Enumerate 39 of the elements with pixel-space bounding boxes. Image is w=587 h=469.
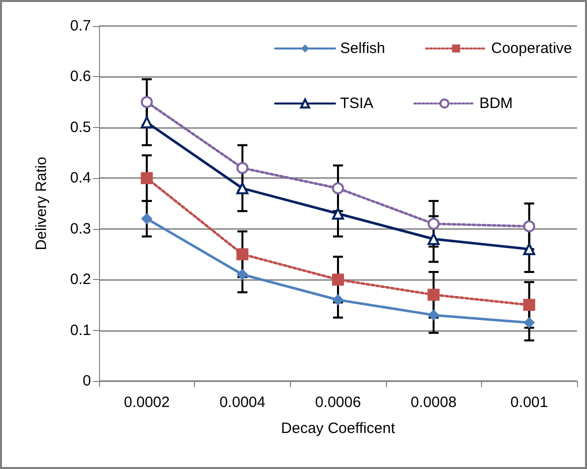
point (524, 317, 535, 328)
point (332, 294, 344, 306)
point (428, 288, 440, 301)
x-axis-title: Decay Coefficent (281, 420, 396, 437)
x-tick-label: 0.001 (510, 394, 548, 411)
point (428, 218, 440, 230)
point (140, 116, 153, 128)
x-tick-label: 0.0008 (410, 394, 457, 411)
y-tick-label: 0.6 (70, 68, 91, 86)
x-tick-label: 0.0002 (124, 394, 170, 411)
y-tick-label: 0.1 (70, 322, 91, 339)
y-tick-label: 0.7 (70, 18, 91, 34)
point (428, 310, 440, 321)
y-axis-title: Delivery Ratio (33, 156, 50, 250)
x-tick-label: 0.0004 (219, 394, 266, 411)
y-tick-label: 0 (82, 372, 91, 390)
point (332, 274, 344, 286)
legend-label: Selfish (340, 40, 386, 57)
y-tick-label: 0.4 (70, 170, 91, 187)
legend-label: Cooperative (491, 40, 572, 57)
point (140, 96, 153, 108)
legend-label: TSIA (340, 95, 374, 112)
legend-label: BDM (479, 95, 513, 112)
point (332, 182, 344, 194)
x-tick-label: 0.0006 (315, 394, 361, 411)
point (236, 248, 248, 260)
point (428, 233, 440, 245)
y-tick-label: 0.3 (70, 220, 91, 238)
point (523, 220, 536, 232)
y-tick-label: 0.5 (70, 118, 91, 136)
point (236, 182, 248, 194)
point (141, 213, 152, 224)
point (236, 269, 248, 280)
point (140, 172, 153, 184)
point (523, 298, 536, 311)
y-tick-label: 0.2 (70, 271, 91, 288)
point (523, 243, 536, 256)
point (236, 162, 248, 174)
point (332, 208, 344, 220)
